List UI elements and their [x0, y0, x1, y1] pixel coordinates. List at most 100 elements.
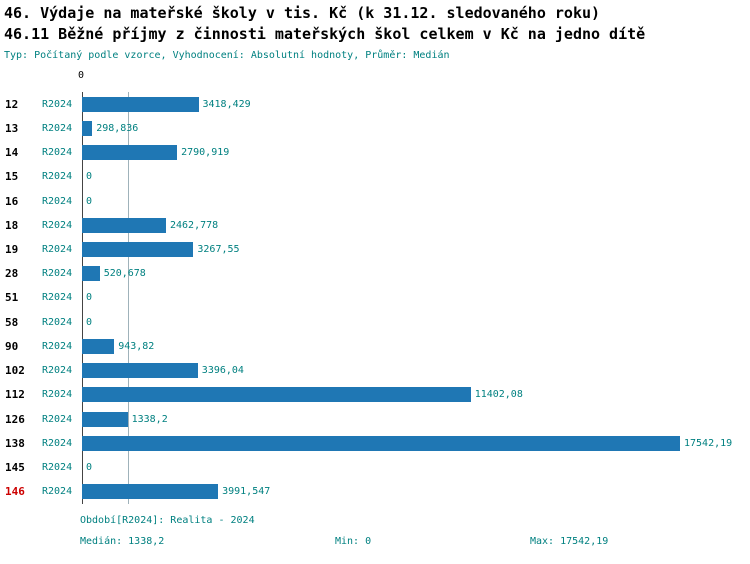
footer-period-label: Období[R2024]: Realita - 2024 — [80, 515, 255, 526]
footer-median-label: Medián: 1338,2 — [80, 536, 165, 547]
bar-area: 3418,429 — [82, 92, 750, 116]
bar — [82, 435, 680, 451]
bar — [82, 217, 166, 233]
footer-max-label: Max: 17542,19 — [530, 536, 609, 547]
row-series-label: R2024 — [42, 316, 73, 328]
row-series-label: R2024 — [42, 147, 73, 159]
footer-min-label: Min: 0 — [335, 536, 372, 547]
row-id-label: 51 — [5, 291, 19, 305]
chart-row: 18 R2024 2462,778 — [0, 213, 750, 237]
row-series-label: R2024 — [42, 219, 73, 231]
bar-value-label: 0 — [86, 316, 93, 328]
bar-value-label: 3991,547 — [222, 486, 271, 498]
row-id-label: 112 — [5, 388, 25, 402]
chart-row: 58 R2024 0 — [0, 310, 750, 334]
bar-area: 2462,778 — [82, 213, 750, 237]
bar — [82, 411, 128, 427]
row-id-label: 15 — [5, 170, 19, 184]
row-id-label: 16 — [5, 194, 19, 208]
row-series-label: R2024 — [42, 389, 73, 401]
row-series-label: R2024 — [42, 340, 73, 352]
chart-header: 46. Výdaje na mateřské školy v tis. Kč (… — [0, 4, 750, 61]
bar-area: 0 — [82, 189, 750, 213]
row-series-label: R2024 — [42, 171, 73, 183]
chart-row: 51 R2024 0 — [0, 286, 750, 310]
chart-row: 102 R2024 3396,04 — [0, 359, 750, 383]
chart-row: 90 R2024 943,82 — [0, 334, 750, 358]
row-id-label: 12 — [5, 97, 19, 111]
bar-value-label: 2462,778 — [170, 219, 219, 231]
bar-value-label: 3418,429 — [202, 98, 251, 110]
chart-row: 138 R2024 17542,19 — [0, 431, 750, 455]
bar-value-label: 1338,2 — [131, 413, 168, 425]
row-id-label: 18 — [5, 218, 19, 232]
bar — [82, 242, 194, 258]
bar — [82, 266, 100, 282]
bar-area: 943,82 — [82, 334, 750, 358]
chart-row: 145 R2024 0 — [0, 456, 750, 480]
bar-value-label: 0 — [86, 292, 93, 304]
row-id-label: 13 — [5, 121, 19, 135]
bar — [82, 387, 471, 403]
bar-area: 11402,08 — [82, 383, 750, 407]
bar-area: 0 — [82, 456, 750, 480]
bar — [82, 145, 178, 161]
row-series-label: R2024 — [42, 98, 73, 110]
chart-row: 112 R2024 11402,08 — [0, 383, 750, 407]
bar — [82, 363, 198, 379]
bar-value-label: 3396,04 — [201, 365, 244, 377]
row-series-label: R2024 — [42, 122, 73, 134]
bar-value-label: 0 — [86, 462, 93, 474]
row-series-label: R2024 — [42, 365, 73, 377]
x-axis-zero-label: 0 — [78, 70, 85, 81]
row-series-label: R2024 — [42, 413, 73, 425]
chart-rows: 12 R2024 3418,429 13 R2024 298,836 14 R2024 2790… — [0, 92, 750, 504]
chart-row: 14 R2024 2790,919 — [0, 140, 750, 164]
bar-area: 3267,55 — [82, 237, 750, 261]
row-id-label: 14 — [5, 146, 19, 160]
bar — [82, 484, 219, 500]
row-id-label: 90 — [5, 339, 19, 353]
bar-area: 298,836 — [82, 116, 750, 140]
row-series-label: R2024 — [42, 244, 73, 256]
median-gridline — [127, 92, 129, 504]
row-id-label: 102 — [5, 364, 25, 378]
bar-area: 0 — [82, 310, 750, 334]
bar — [82, 338, 115, 354]
bar-value-label: 11402,08 — [474, 389, 523, 401]
bar-area: 1338,2 — [82, 407, 750, 431]
chart-title-line2: 46.11 Běžné příjmy z činnosti mateřských… — [4, 25, 646, 43]
bar-area: 520,678 — [82, 262, 750, 286]
bar-area: 3991,547 — [82, 480, 750, 504]
chart-row: 19 R2024 3267,55 — [0, 237, 750, 261]
row-id-label: 58 — [5, 315, 19, 329]
bar — [82, 96, 199, 112]
bar-chart-plot-area: 12 R2024 3418,429 13 R2024 298,836 14 R2024 2790… — [0, 92, 750, 504]
chart-row: 146 R2024 3991,547 — [0, 480, 750, 504]
bar-area: 3396,04 — [82, 359, 750, 383]
row-id-label: 146 — [5, 485, 25, 499]
row-id-label: 145 — [5, 461, 25, 475]
row-id-label: 19 — [5, 243, 19, 257]
chart-row: 16 R2024 0 — [0, 189, 750, 213]
row-series-label: R2024 — [42, 486, 73, 498]
row-id-label: 126 — [5, 412, 25, 426]
bar-value-label: 520,678 — [103, 268, 146, 280]
bar-area: 17542,19 — [82, 431, 750, 455]
bar-area: 0 — [82, 286, 750, 310]
chart-title-line1: 46. Výdaje na mateřské školy v tis. Kč (… — [4, 4, 601, 22]
row-series-label: R2024 — [42, 437, 73, 449]
chart-subtitle: Typ: Počítaný podle vzorce, Vyhodnocení:… — [4, 50, 450, 61]
chart-row: 13 R2024 298,836 — [0, 116, 750, 140]
bar-area: 0 — [82, 165, 750, 189]
bar-value-label: 0 — [86, 171, 93, 183]
chart-row: 126 R2024 1338,2 — [0, 407, 750, 431]
bar-area: 2790,919 — [82, 140, 750, 164]
bar — [82, 120, 93, 136]
bar-value-label: 943,82 — [118, 340, 155, 352]
chart-row: 12 R2024 3418,429 — [0, 92, 750, 116]
bar-value-label: 2790,919 — [181, 147, 230, 159]
row-id-label: 138 — [5, 436, 25, 450]
y-axis-line — [82, 92, 83, 504]
row-series-label: R2024 — [42, 268, 73, 280]
